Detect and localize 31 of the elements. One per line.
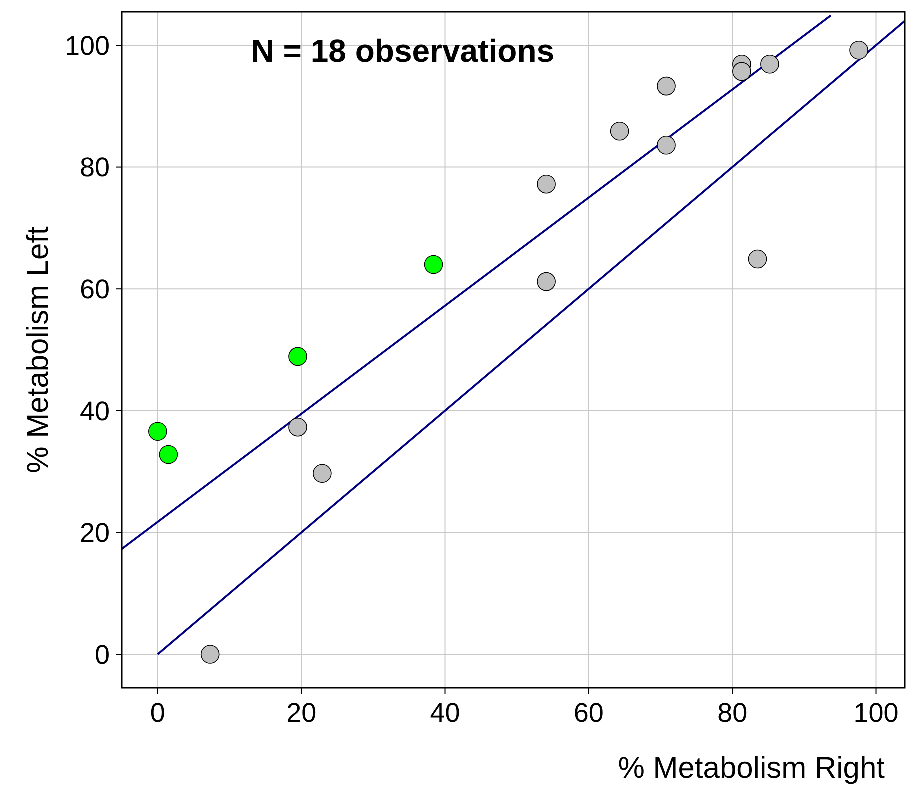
x-tick-label: 80 bbox=[718, 698, 748, 728]
point bbox=[537, 174, 556, 194]
point bbox=[313, 464, 332, 484]
point bbox=[732, 62, 752, 82]
y-tick-label: 100 bbox=[64, 30, 110, 61]
point bbox=[657, 76, 676, 96]
x-tick-label: 100 bbox=[854, 698, 899, 728]
point bbox=[657, 136, 676, 155]
y-axis-title: % Metabolism Left bbox=[22, 226, 55, 474]
y-tick-label: 60 bbox=[80, 274, 110, 305]
point bbox=[200, 645, 220, 664]
y-tick-label: 20 bbox=[80, 518, 110, 548]
y-tick-label: 40 bbox=[80, 396, 110, 426]
text: N = 18 observations bbox=[251, 33, 555, 69]
x-tick-label: 0 bbox=[150, 698, 166, 728]
point bbox=[148, 422, 168, 442]
y-tick-label: 0 bbox=[94, 640, 110, 670]
x-axis-title: % Metabolism Right bbox=[618, 752, 886, 785]
point bbox=[748, 250, 768, 269]
x-tick-label: 60 bbox=[574, 698, 604, 728]
point bbox=[760, 54, 780, 74]
x-tick-label: 40 bbox=[430, 698, 460, 728]
point bbox=[159, 445, 178, 464]
y-tick-label: 80 bbox=[80, 152, 110, 183]
point bbox=[288, 347, 308, 366]
point bbox=[610, 122, 630, 141]
point bbox=[537, 272, 556, 292]
x-tick-label: 20 bbox=[286, 698, 317, 728]
point bbox=[850, 40, 868, 60]
point bbox=[424, 255, 444, 274]
point bbox=[288, 418, 308, 437]
